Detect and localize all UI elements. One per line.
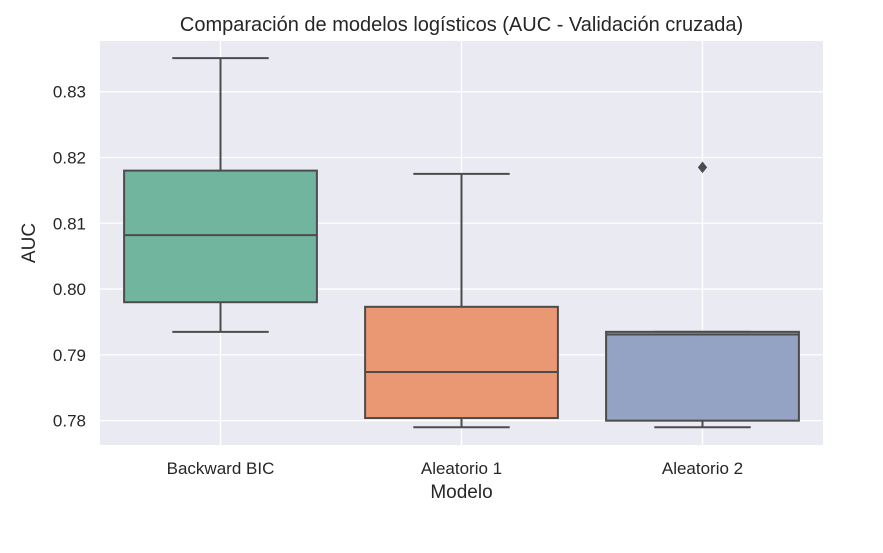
box bbox=[605, 330, 800, 422]
y-tick-label: 0.80 bbox=[53, 280, 86, 299]
x-tick-label: Aleatorio 2 bbox=[662, 459, 743, 478]
box bbox=[123, 169, 318, 304]
x-tick-label: Backward BIC bbox=[167, 459, 275, 478]
y-tick-label: 0.78 bbox=[53, 412, 86, 431]
box-group bbox=[605, 161, 800, 429]
y-tick-label: 0.82 bbox=[53, 148, 86, 167]
x-axis-label: Modelo bbox=[430, 482, 492, 503]
box-group bbox=[364, 172, 559, 429]
boxes bbox=[123, 57, 800, 429]
y-tick-label: 0.83 bbox=[53, 83, 86, 102]
chart-title: Comparación de modelos logísticos (AUC -… bbox=[180, 14, 743, 36]
y-axis-ticks: 0.78 0.79 0.80 0.81 0.82 0.83 bbox=[53, 83, 86, 431]
y-axis-label: AUC bbox=[19, 223, 40, 263]
x-axis-ticks: Backward BIC Aleatorio 1 Aleatorio 2 bbox=[167, 459, 743, 478]
box-group bbox=[123, 57, 318, 333]
outlier-point bbox=[697, 161, 708, 174]
y-tick-label: 0.79 bbox=[53, 346, 86, 365]
x-tick-label: Aleatorio 1 bbox=[421, 459, 502, 478]
y-tick-label: 0.81 bbox=[53, 214, 86, 233]
box bbox=[364, 305, 559, 420]
